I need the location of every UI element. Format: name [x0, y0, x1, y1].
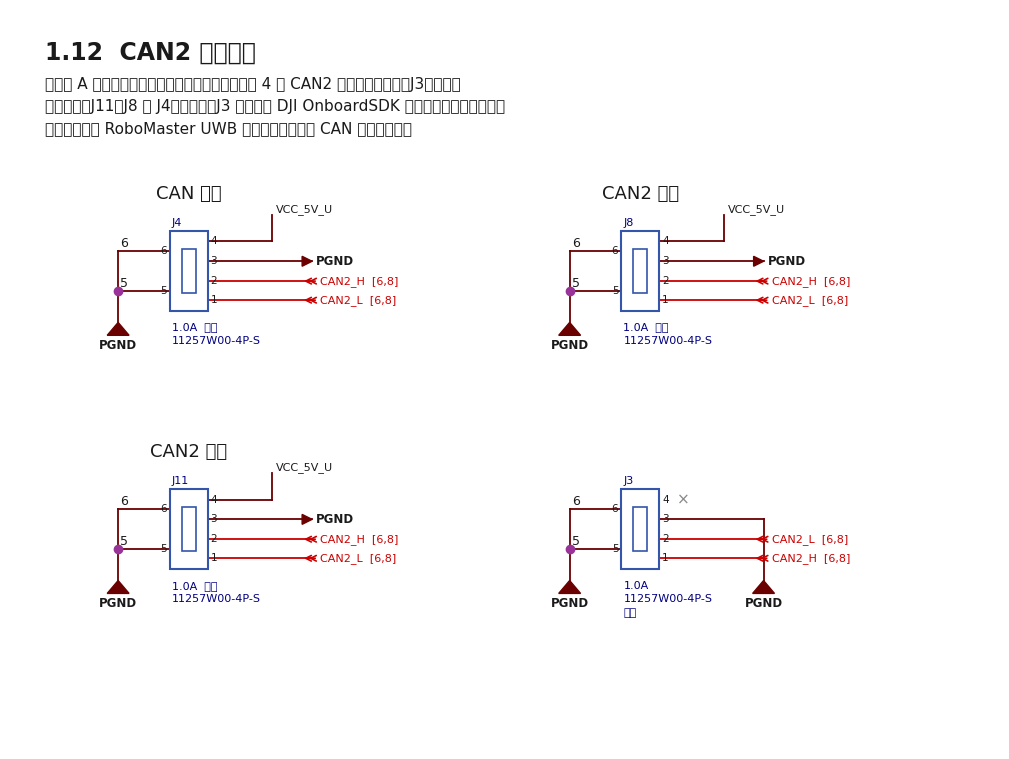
Polygon shape: [753, 581, 775, 594]
Text: J3: J3: [624, 476, 634, 487]
Text: CAN2_L  [6,8]: CAN2_L [6,8]: [320, 294, 397, 306]
Text: 3: 3: [211, 515, 217, 524]
Text: 1: 1: [662, 553, 669, 563]
Text: CAN2_L  [6,8]: CAN2_L [6,8]: [320, 553, 397, 564]
Text: 5: 5: [611, 285, 619, 296]
Text: 6: 6: [160, 246, 166, 256]
Text: CAN2_H  [6,8]: CAN2_H [6,8]: [772, 276, 850, 287]
Text: 11257W00-4P-S: 11257W00-4P-S: [624, 336, 712, 346]
Text: 5: 5: [120, 277, 128, 290]
Text: CAN2_H  [6,8]: CAN2_H [6,8]: [320, 276, 399, 287]
Text: 1: 1: [211, 295, 217, 305]
Bar: [622, 231, 659, 310]
Text: PGND: PGND: [99, 339, 137, 352]
Text: 5: 5: [571, 277, 579, 290]
Text: 4: 4: [662, 495, 669, 505]
Text: VCC_5V_U: VCC_5V_U: [276, 462, 333, 474]
Text: 1.0A  立式: 1.0A 立式: [624, 323, 669, 332]
Text: J8: J8: [624, 218, 634, 228]
Bar: [182, 507, 196, 551]
Bar: [170, 490, 208, 568]
Text: CAN2_H  [6,8]: CAN2_H [6,8]: [772, 553, 850, 564]
Text: 1.0A: 1.0A: [624, 581, 649, 591]
Text: 个接口可以接 RoboMaster UWB 定位系统以及其他 CAN 通讯的模块。: 个接口可以接 RoboMaster UWB 定位系统以及其他 CAN 通讯的模块…: [44, 121, 412, 136]
Text: ×: ×: [677, 492, 690, 507]
Text: 1: 1: [662, 295, 669, 305]
Text: 6: 6: [572, 495, 579, 508]
Bar: [170, 231, 208, 310]
Text: 开发板 A 型为满足用户外接设备的需求，一共引出 4 个 CAN2 接口，其中一个（J3）线序与: 开发板 A 型为满足用户外接设备的需求，一共引出 4 个 CAN2 接口，其中一…: [44, 77, 460, 93]
Text: 2: 2: [662, 276, 669, 286]
Text: CAN2_L  [6,8]: CAN2_L [6,8]: [772, 294, 848, 306]
Text: 5: 5: [160, 285, 166, 296]
Text: 4: 4: [211, 236, 217, 247]
Text: VCC_5V_U: VCC_5V_U: [276, 204, 333, 216]
Text: 11257W00-4P-S: 11257W00-4P-S: [624, 594, 712, 604]
Text: CAN2 接口: CAN2 接口: [150, 443, 227, 461]
Text: 6: 6: [611, 246, 619, 256]
Text: 3: 3: [211, 257, 217, 266]
Bar: [634, 507, 647, 551]
Text: 6: 6: [160, 504, 166, 514]
Text: PGND: PGND: [768, 255, 805, 268]
Text: CAN2 接口: CAN2 接口: [601, 185, 679, 203]
Bar: [182, 249, 196, 293]
Bar: [622, 490, 659, 568]
Text: J4: J4: [172, 218, 183, 228]
Text: 3: 3: [662, 515, 669, 524]
Text: 2: 2: [662, 534, 669, 544]
Bar: [634, 249, 647, 293]
Text: PGND: PGND: [316, 255, 354, 268]
Polygon shape: [559, 323, 580, 335]
Text: 6: 6: [120, 237, 128, 250]
Text: PGND: PGND: [551, 339, 588, 352]
Text: 3: 3: [662, 257, 669, 266]
Text: 1.0A  立式: 1.0A 立式: [172, 323, 217, 332]
Polygon shape: [302, 257, 312, 266]
Polygon shape: [107, 581, 129, 594]
Text: CAN2_L  [6,8]: CAN2_L [6,8]: [772, 534, 848, 545]
Text: PGND: PGND: [745, 597, 783, 610]
Text: PGND: PGND: [551, 597, 588, 610]
Polygon shape: [302, 515, 312, 524]
Text: 1.12  CAN2 通讯接口: 1.12 CAN2 通讯接口: [44, 40, 255, 65]
Text: 5: 5: [160, 543, 166, 554]
Text: 2: 2: [211, 534, 217, 544]
Text: VCC_5V_U: VCC_5V_U: [727, 204, 785, 216]
Text: PGND: PGND: [99, 597, 137, 610]
Text: 6: 6: [120, 495, 128, 508]
Text: 6: 6: [572, 237, 579, 250]
Text: PGND: PGND: [316, 513, 354, 526]
Text: 1: 1: [211, 553, 217, 563]
Text: 4: 4: [211, 495, 217, 505]
Text: 5: 5: [611, 543, 619, 554]
Polygon shape: [559, 581, 580, 594]
Polygon shape: [107, 323, 129, 335]
Text: CAN 接口: CAN 接口: [156, 185, 222, 203]
Text: 6: 6: [611, 504, 619, 514]
Text: 11257W00-4P-S: 11257W00-4P-S: [172, 594, 261, 604]
Text: 5: 5: [571, 535, 579, 548]
Text: CAN2_H  [6,8]: CAN2_H [6,8]: [320, 534, 399, 545]
Text: 5: 5: [120, 535, 128, 548]
Text: 11257W00-4P-S: 11257W00-4P-S: [172, 336, 261, 346]
Text: 4: 4: [662, 236, 669, 247]
Polygon shape: [754, 257, 764, 266]
Text: 2: 2: [211, 276, 217, 286]
Text: 立式: 立式: [624, 608, 637, 619]
Text: 1.0A  立式: 1.0A 立式: [172, 581, 217, 591]
Text: 另外三个（J11、J8 和 J4）不相同。J3 是专门为 DJI OnboardSDK 使用的通讯接口，其余三: 另外三个（J11、J8 和 J4）不相同。J3 是专门为 DJI Onboard…: [44, 99, 505, 114]
Text: J11: J11: [172, 476, 189, 487]
